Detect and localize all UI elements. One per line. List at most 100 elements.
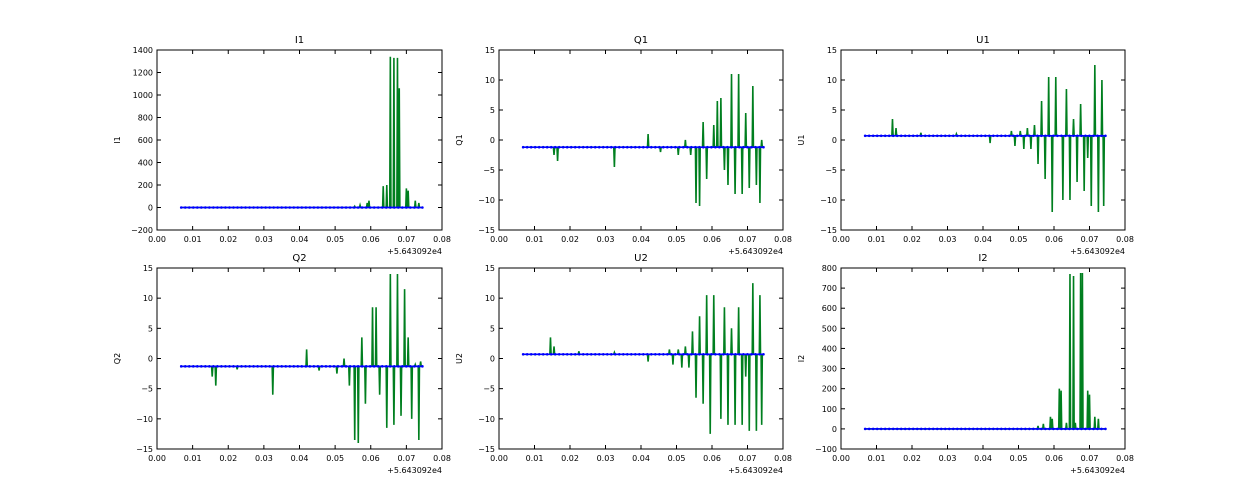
- blue-series-point: [252, 206, 255, 209]
- blue-series-point: [923, 134, 927, 138]
- blue-series-point: [320, 365, 324, 368]
- blue-series-point: [943, 134, 947, 138]
- blue-series-point: [867, 427, 871, 431]
- blue-series-point: [915, 134, 919, 138]
- blue-series-point: [308, 365, 312, 368]
- blue-series-point: [388, 206, 392, 209]
- blue-series-point: [236, 365, 239, 368]
- x-tick-label: 0.07: [1081, 235, 1099, 244]
- blue-series-point: [1028, 427, 1031, 431]
- blue-series-point: [324, 365, 328, 368]
- blue-series-point: [927, 134, 931, 138]
- panel-title: U2: [634, 253, 648, 264]
- blue-series-point: [1052, 427, 1055, 431]
- blue-series-point: [971, 134, 975, 138]
- blue-series-point: [654, 145, 657, 149]
- x-tick-label: 0.04: [291, 235, 309, 244]
- y-tick-label: 15: [143, 264, 153, 273]
- x-tick-label: 0.08: [774, 235, 792, 244]
- blue-series-point: [577, 145, 581, 149]
- blue-series-point: [963, 134, 967, 138]
- blue-series-point: [208, 365, 211, 368]
- blue-series-point: [569, 352, 573, 356]
- blue-series-point: [384, 365, 388, 368]
- blue-series-point: [609, 145, 613, 149]
- blue-series-point: [200, 365, 203, 368]
- blue-series-point: [980, 134, 983, 138]
- x-tick-label: 0.06: [1045, 454, 1063, 463]
- blue-series-point: [332, 365, 336, 368]
- blue-series-point: [988, 427, 991, 431]
- blue-series-point: [867, 134, 871, 138]
- blue-series-point: [992, 427, 995, 431]
- y-tick-label: 10: [485, 294, 495, 303]
- blue-series-point: [871, 134, 875, 138]
- blue-series-point: [975, 427, 979, 431]
- blue-series-point: [875, 427, 879, 431]
- y-tick-label: −10: [478, 415, 495, 424]
- blue-series-point: [1068, 134, 1071, 138]
- blue-series-point: [967, 134, 971, 138]
- blue-series-point: [863, 134, 867, 138]
- green-series-line: [181, 274, 423, 443]
- blue-series-point: [340, 365, 344, 368]
- x-tick-label: 0.05: [668, 235, 686, 244]
- y-tick-label: 10: [827, 76, 837, 85]
- blue-series-point: [690, 145, 693, 149]
- y-tick-label: 400: [822, 344, 837, 353]
- blue-series-point: [629, 145, 633, 149]
- x-tick-label: 0.08: [433, 235, 451, 244]
- blue-series-point: [1040, 134, 1043, 138]
- blue-series-point: [638, 352, 641, 356]
- blue-series-point: [1092, 134, 1095, 138]
- blue-series-point: [746, 145, 749, 149]
- blue-series-point: [1024, 427, 1027, 431]
- blue-series-point: [911, 134, 915, 138]
- y-tick-label: 5: [148, 324, 153, 333]
- blue-series-point: [1032, 134, 1035, 138]
- blue-series-point: [183, 206, 187, 209]
- blue-series-point: [541, 352, 545, 356]
- blue-series-point: [706, 352, 709, 356]
- blue-series-point: [1104, 427, 1107, 431]
- blue-series-point: [183, 365, 187, 368]
- blue-series-point: [1000, 134, 1003, 138]
- blue-series-point: [750, 352, 753, 356]
- y-tick-label: 0: [490, 355, 495, 364]
- blue-series-point: [686, 352, 689, 356]
- blue-series-point: [915, 427, 919, 431]
- blue-series-point: [288, 365, 292, 368]
- blue-series-point: [581, 145, 585, 149]
- x-tick-label: 0.01: [184, 454, 202, 463]
- blue-series-point: [662, 145, 665, 149]
- blue-series-point: [376, 206, 380, 209]
- blue-series-point: [947, 134, 951, 138]
- x-tick-label: 0.00: [832, 454, 850, 463]
- blue-series-point: [1052, 134, 1055, 138]
- blue-series-point: [609, 352, 613, 356]
- blue-series-point: [710, 352, 713, 356]
- blue-series-point: [312, 365, 316, 368]
- blue-series-point: [344, 206, 348, 209]
- x-tick-label: 0.06: [1045, 235, 1063, 244]
- x-tick-label: 0.03: [255, 235, 273, 244]
- blue-series-point: [191, 365, 195, 368]
- blue-series-point: [714, 352, 717, 356]
- x-tick-label: 0.07: [739, 454, 757, 463]
- x-tick-label: 0.02: [219, 454, 237, 463]
- y-tick-label: −15: [478, 226, 495, 235]
- blue-series-point: [714, 145, 717, 149]
- blue-series-point: [260, 365, 263, 368]
- x-tick-label: 0.06: [703, 454, 721, 463]
- blue-series-point: [280, 365, 284, 368]
- blue-series-point: [742, 145, 745, 149]
- x-tick-label: 0.04: [632, 235, 650, 244]
- blue-series-point: [356, 206, 360, 209]
- blue-series-point: [368, 365, 372, 368]
- blue-series-point: [179, 365, 183, 368]
- y-axis-label: U2: [455, 353, 464, 364]
- x-tick-label: 0.08: [1116, 235, 1134, 244]
- blue-series-point: [396, 206, 400, 209]
- blue-series-point: [1060, 427, 1063, 431]
- blue-series-point: [1056, 427, 1059, 431]
